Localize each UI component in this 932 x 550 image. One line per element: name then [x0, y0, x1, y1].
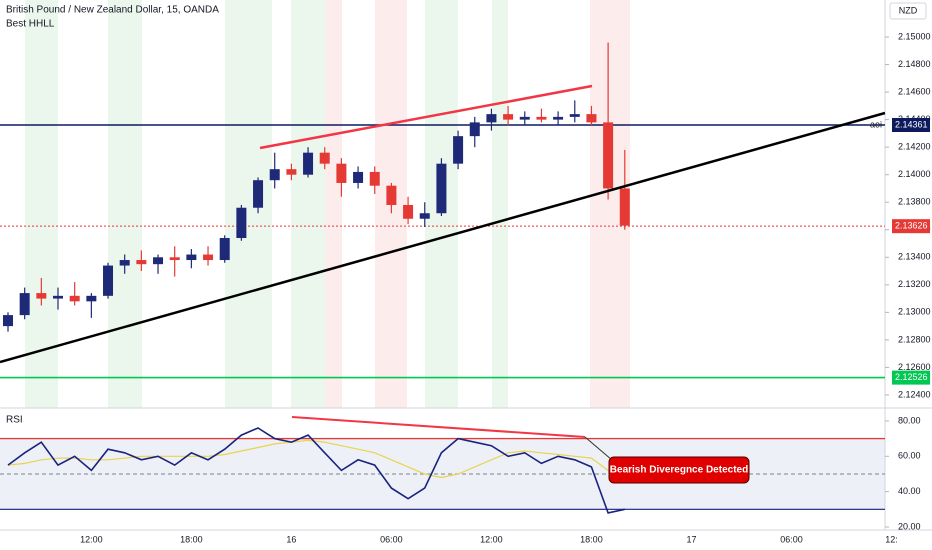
y-tick-label: 2.13400: [898, 252, 931, 262]
currency-box[interactable]: [889, 2, 927, 20]
y-tick-label: 2.14000: [898, 169, 931, 179]
price-level-label: 2.12526: [895, 372, 928, 382]
x-tick-label: 12:00: [80, 534, 103, 544]
price-level-label: 2.14361: [895, 119, 928, 129]
rsi-y-tick-label: 80.00: [898, 415, 921, 425]
y-tick-label: 2.13800: [898, 197, 931, 207]
candle-body: [319, 152, 330, 164]
candle-body: [169, 257, 180, 261]
candle-body: [536, 116, 547, 120]
y-tick-label: 2.12600: [898, 362, 931, 372]
x-tick-label: 17: [686, 534, 696, 544]
candle-body: [403, 204, 414, 219]
y-tick-label: 2.14800: [898, 59, 931, 69]
currency[interactable]: NZD: [899, 5, 918, 15]
x-tick-label: 16: [286, 534, 296, 544]
candle-body: [286, 169, 297, 175]
trend-line: [0, 111, 886, 364]
candle-body: [269, 169, 280, 181]
x-tick-label: 18:00: [180, 534, 203, 544]
candle-body: [219, 238, 230, 261]
session-zones: [25, 0, 630, 408]
candle-body: [86, 295, 97, 302]
rsi-y-tick-label: 40.00: [898, 486, 921, 496]
candle-body: [619, 188, 630, 226]
candle-body: [203, 254, 214, 261]
y-tick-label: 2.13200: [898, 279, 931, 289]
x-tick-label: 06:00: [780, 534, 803, 544]
price-level-name: aoi: [870, 119, 882, 129]
y-tick-label: 2.12400: [898, 389, 931, 399]
indicator-name: Best HHLL: [6, 19, 55, 30]
x-tick-label: 06:00: [380, 534, 403, 544]
rsi-y-tick-label: 20.00: [898, 521, 921, 531]
price-level-box: [892, 117, 930, 132]
x-tick-label: 12:00: [480, 534, 503, 544]
rsi-ma-line: [7, 439, 626, 484]
candle-body: [419, 213, 430, 219]
candle-body: [53, 295, 64, 299]
candle-body: [369, 171, 380, 186]
rsi-title: RSI: [6, 415, 23, 426]
candle-body: [103, 265, 114, 296]
candle-body: [253, 180, 264, 208]
y-tick-label: 2.15000: [898, 31, 931, 41]
candle-body: [136, 260, 147, 265]
y-tick-label: 2.13000: [898, 307, 931, 317]
candle-body: [553, 116, 564, 120]
callout-text: Bearish Diveregnce Detected: [610, 465, 748, 476]
candle-body: [569, 114, 580, 117]
x-tick-label: 12:: [885, 534, 898, 544]
candle-body: [386, 185, 397, 205]
rsi-line: [7, 427, 625, 514]
candle-body: [469, 122, 480, 137]
candle-body: [336, 163, 347, 183]
candle-body: [3, 315, 14, 327]
price-level-box: [892, 370, 930, 385]
candle-body: [453, 136, 464, 164]
candle-body: [236, 207, 247, 239]
rsi-y-tick-label: 60.00: [898, 451, 921, 461]
price-level-label: 2.13626: [895, 221, 928, 231]
candle-body: [503, 114, 514, 120]
candle-body: [186, 254, 197, 261]
candle-body: [19, 293, 30, 316]
y-tick-label: 2.12800: [898, 334, 931, 344]
candle-body: [119, 260, 130, 266]
candle-body: [519, 116, 530, 120]
candle-body: [69, 295, 80, 302]
candle-body: [603, 122, 614, 189]
chart-title: British Pound / New Zealand Dollar, 15, …: [6, 5, 219, 16]
callout-leader: [584, 436, 613, 461]
x-tick-label: 18:00: [580, 534, 603, 544]
price-level-box: [892, 219, 930, 234]
resistance-line: [259, 84, 593, 150]
candle-body: [303, 152, 314, 175]
candle-body: [436, 163, 447, 214]
candle-body: [36, 293, 47, 299]
candle-body: [586, 114, 597, 123]
candle-body: [353, 171, 364, 183]
rsi-divergence-line: [291, 416, 586, 438]
candle-body: [486, 114, 497, 123]
y-tick-label: 2.14200: [898, 142, 931, 152]
candle-body: [153, 257, 164, 265]
y-tick-label: 2.14600: [898, 86, 931, 96]
callout-box: [608, 456, 750, 484]
